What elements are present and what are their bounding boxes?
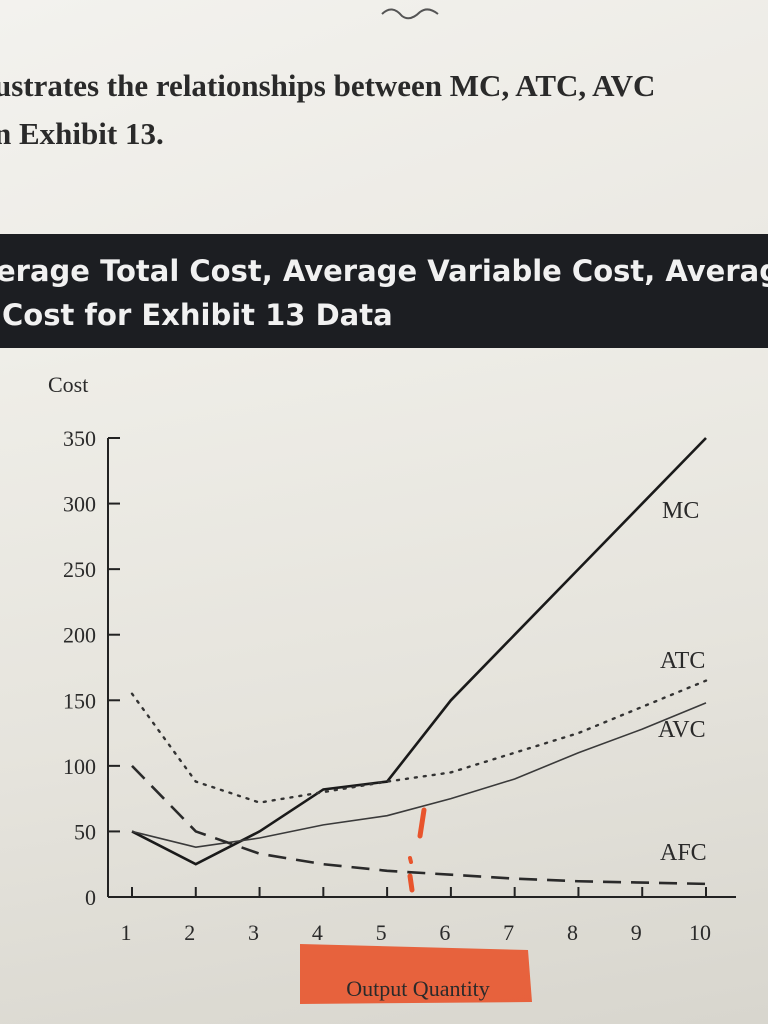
y-axis-title: Cost [48,372,88,397]
highlight-layer [300,807,532,1004]
x-tick-label: 4 [312,920,323,945]
intro-paragraph: ustrates the relationships between MC, A… [0,62,768,158]
series-layer [130,437,708,886]
y-tick-label: 200 [63,623,96,648]
y-tick-label: 0 [85,885,96,910]
y-tick-label: 250 [63,557,96,582]
x-tick-label: 3 [248,920,259,945]
x-tick-label: 2 [184,920,195,945]
y-tick-label: 150 [63,688,96,713]
y-tick-label: 100 [63,754,96,779]
xlabel-highlight [300,944,532,1004]
pen-mark-upper [417,807,427,839]
series-label-mc: MC [662,498,699,524]
x-tick-label: 9 [631,920,642,945]
x-tick-label: 5 [376,920,387,945]
y-tick-label: 350 [63,426,96,451]
x-tick-label: 7 [503,920,514,945]
x-tick-label: 6 [439,920,450,945]
exhibit-title-banner: erage Total Cost, Average Variable Cost,… [0,234,768,348]
series-line-afc [131,764,707,886]
x-tick-label: 10 [689,920,711,945]
intro-line-2: n Exhibit 13. [0,116,164,151]
banner-title-line-1: erage Total Cost, Average Variable Cost,… [0,254,768,288]
series-label-avc: AVC [658,717,706,743]
x-axis-title: Output Quantity [346,976,490,1001]
x-tick-label: 1 [121,920,132,945]
pen-scribble [381,8,439,20]
series-label-afc: AFC [660,840,707,866]
series-line-mc [131,437,707,866]
axes-layer: 0 50 100 150 200 250 300 350 1 2 3 4 5 6 7 8 9 10 [63,426,736,945]
x-tick-label: 8 [567,920,578,945]
pen-mark-dot [408,856,413,864]
y-tick-label: 50 [74,819,96,844]
pen-mark-lower [407,873,415,893]
series-label-atc: ATC [660,648,705,674]
intro-line-1: ustrates the relationships between MC, A… [0,68,656,103]
labels-layer: Cost Output Quantity MC ATC AVC AFC [48,372,707,1001]
y-tick-label: 300 [63,492,96,517]
series-line-avc [131,702,707,848]
chart-background [0,348,768,1024]
banner-title-line-2: Cost for Exhibit 13 Data [2,298,393,332]
